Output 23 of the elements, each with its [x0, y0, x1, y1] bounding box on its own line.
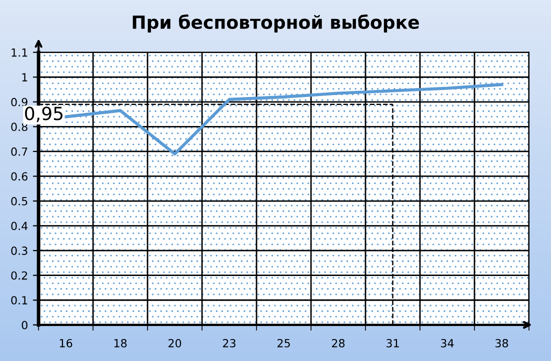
x-tick-label: 23	[223, 338, 236, 348]
y-tick-label: 0.9	[11, 98, 28, 106]
x-tick-label: 18	[114, 338, 127, 348]
annotation: 0,95	[25, 106, 62, 122]
y-tick-label: 0.1	[11, 296, 28, 304]
y-tick-label: 1	[22, 73, 28, 82]
x-tick-label: 28	[332, 338, 345, 348]
x-tick-label: 16	[60, 338, 72, 348]
y-tick-label: 0.3	[11, 246, 28, 255]
x-tick-label: 31	[386, 338, 399, 348]
y-tick-label: 0.6	[11, 172, 28, 181]
x-tick-label: 34	[441, 338, 454, 348]
y-tick-label: 0.7	[11, 147, 28, 156]
y-tick-label: 0.4	[11, 222, 28, 230]
chart-title: При бесповторной выборке	[132, 14, 419, 32]
y-tick-label: 1.1	[12, 48, 28, 57]
y-tick-label: 0.2	[11, 271, 28, 280]
x-tick-label: 38	[495, 338, 508, 348]
y-tick-label: 0	[22, 320, 28, 330]
line-series	[64, 83, 504, 156]
y-tick-label: 0.5	[11, 196, 28, 206]
x-tick-label: 20	[168, 338, 182, 348]
x-tick-label: 25	[278, 338, 290, 348]
